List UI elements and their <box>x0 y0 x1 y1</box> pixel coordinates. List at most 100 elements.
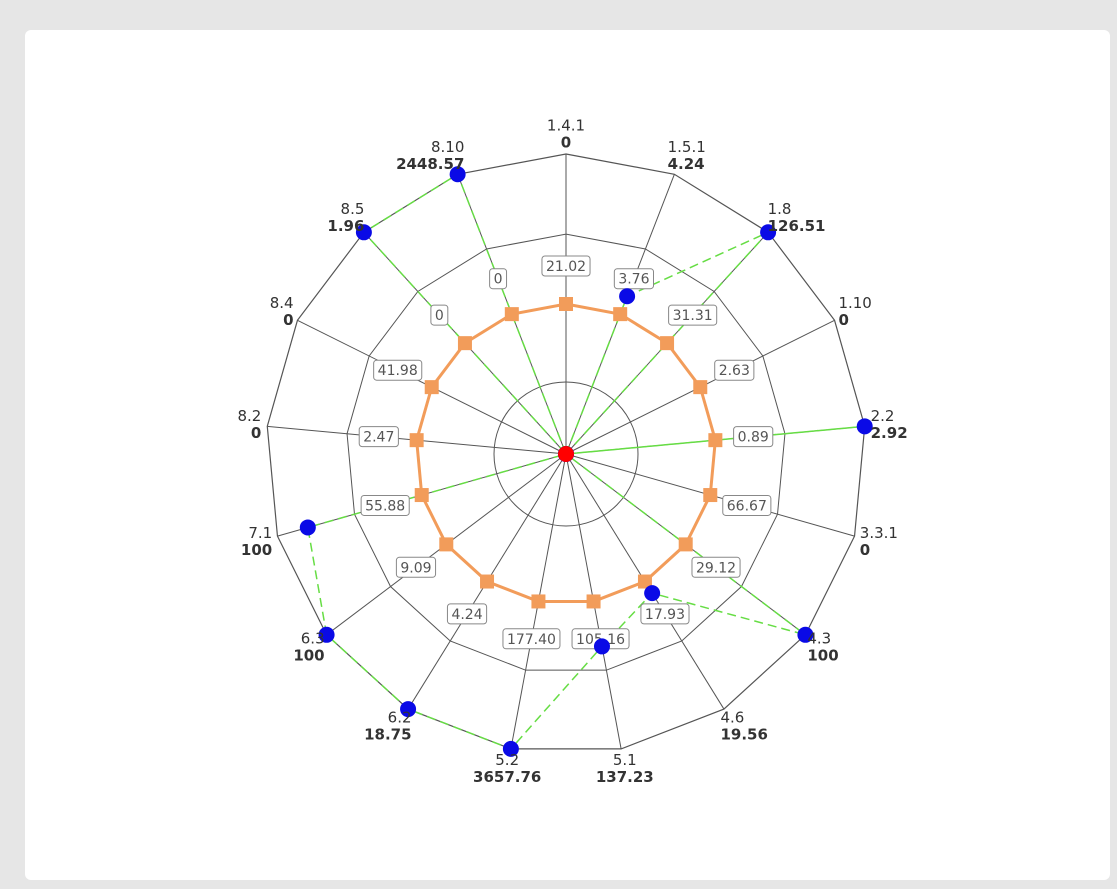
label-box <box>691 556 741 578</box>
category-value: 19.56 <box>720 726 767 744</box>
target-marker <box>559 297 573 311</box>
target-label: 3.76 <box>613 268 654 290</box>
target-label: 2.47 <box>358 426 399 448</box>
target-value-label: 55.88 <box>365 498 405 514</box>
label-box <box>640 603 690 625</box>
category-label: 4.6 <box>720 709 744 727</box>
target-value-label: 2.47 <box>363 430 394 446</box>
category-value: 0 <box>251 424 261 442</box>
actual-marker <box>760 224 777 241</box>
category-value: 0 <box>283 311 293 329</box>
category-label: 6.3 <box>301 629 325 647</box>
target-label: 0.89 <box>733 426 774 448</box>
category-label: 7.1 <box>248 524 272 542</box>
target-marker <box>531 594 546 609</box>
target-value-label: 41.98 <box>378 363 418 379</box>
label-box <box>714 359 755 381</box>
target-marker <box>660 336 675 351</box>
category-label: 1.10 <box>838 294 871 312</box>
category-label: 2.2 <box>871 407 895 425</box>
category-label: 1.4.1 <box>547 117 585 135</box>
category-label: 5.1 <box>613 751 637 769</box>
target-value-label: 0.89 <box>738 430 769 446</box>
category-value: 2448.57 <box>396 155 464 173</box>
target-value-label: 177.40 <box>507 632 556 648</box>
category-label: 1.5.1 <box>668 138 706 156</box>
category-value: 0 <box>561 134 571 152</box>
target-label: 31.31 <box>668 304 718 326</box>
category-value: 2.92 <box>871 424 908 442</box>
category-label: 5.2 <box>495 751 519 769</box>
target-marker <box>693 380 708 395</box>
category-value: 4.24 <box>668 155 705 173</box>
target-label: 177.40 <box>502 628 561 650</box>
category-value: 0 <box>838 311 848 329</box>
target-marker <box>424 380 439 395</box>
label-box <box>613 268 654 290</box>
grid-ring <box>266 153 866 750</box>
label-box <box>733 426 774 448</box>
target-value-label: 17.93 <box>645 607 685 623</box>
label-box <box>502 628 561 650</box>
actual-marker <box>856 418 873 435</box>
target-label: 41.98 <box>373 359 423 381</box>
target-label: 4.24 <box>446 603 488 625</box>
category-label: 4.3 <box>807 629 831 647</box>
target-label: 66.67 <box>722 494 772 516</box>
category-label: 6.2 <box>388 709 412 727</box>
target-label: 9.09 <box>395 556 437 578</box>
label-box <box>489 268 508 290</box>
category-value: 137.23 <box>596 768 654 786</box>
category-label: 3.3.1 <box>860 524 898 542</box>
target-label: 0 <box>430 304 449 326</box>
category-value: 0 <box>860 541 870 559</box>
grid-ring <box>346 233 786 671</box>
label-box <box>358 426 399 448</box>
target-line <box>415 302 717 603</box>
target-marker <box>613 307 628 322</box>
target-marker <box>480 574 495 589</box>
category-label: 8.2 <box>238 407 262 425</box>
label-box <box>430 304 449 326</box>
target-value-label: 9.09 <box>400 560 431 576</box>
target-value-label: 2.63 <box>719 363 750 379</box>
target-marker <box>586 594 601 609</box>
target-marker <box>414 488 429 503</box>
category-label: 1.8 <box>768 200 792 218</box>
actual-marker <box>400 701 417 718</box>
label-box <box>373 359 423 381</box>
target-label: 29.12 <box>691 556 741 578</box>
target-value-label: 4.24 <box>451 607 482 623</box>
actual-marker <box>318 626 335 643</box>
category-value: 3657.76 <box>473 768 541 786</box>
actual-marker <box>502 740 519 757</box>
category-value: 1.96 <box>327 217 364 235</box>
category-value: 100 <box>241 541 272 559</box>
actual-marker <box>593 638 610 655</box>
actual-marker <box>644 585 661 602</box>
target-marker <box>439 537 454 552</box>
label-box <box>668 304 718 326</box>
target-label: 55.88 <box>360 494 410 516</box>
category-label: 8.10 <box>431 138 464 156</box>
label-box <box>360 494 410 516</box>
actual-marker <box>797 626 814 643</box>
target-label: 17.93 <box>640 603 690 625</box>
target-value-label: 3.76 <box>618 272 649 288</box>
actual-marker <box>449 166 466 183</box>
actual-marker <box>355 224 372 241</box>
label-box <box>541 255 591 277</box>
target-value-label: 29.12 <box>696 560 736 576</box>
category-value: 18.75 <box>364 726 411 744</box>
label-box <box>722 494 772 516</box>
target-marker <box>637 574 652 589</box>
target-value-label: 31.31 <box>673 308 713 324</box>
target-marker <box>678 537 693 552</box>
category-value: 126.51 <box>768 217 826 235</box>
label-box <box>395 556 437 578</box>
target-label: 2.63 <box>714 359 755 381</box>
target-marker <box>708 433 723 448</box>
target-value-label: 66.67 <box>727 498 767 514</box>
actual-marker <box>299 519 316 536</box>
